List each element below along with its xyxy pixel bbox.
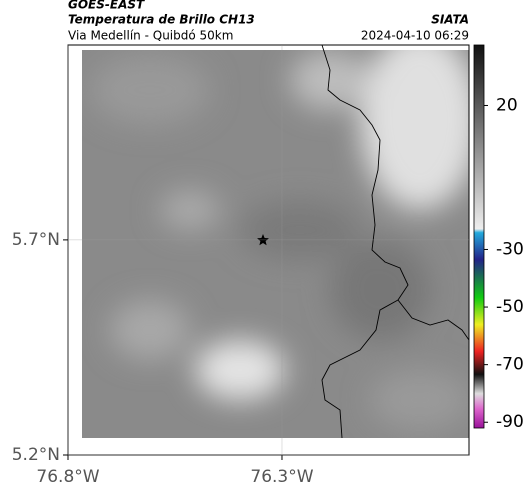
x-tick-label: 76.8°W	[36, 467, 99, 487]
route: Via Medellín - Quibdó 50km	[68, 29, 233, 43]
y-tick-label: 5.2°N	[12, 445, 60, 465]
colorbar-tick-label: 20	[496, 95, 518, 115]
title: GOES-EAST	[68, 0, 145, 12]
subtitle: Temperatura de Brillo CH13	[68, 13, 255, 27]
source: SIATA	[431, 13, 469, 27]
colorbar	[473, 44, 485, 429]
colorbar-tick-label: -50	[496, 297, 524, 317]
colorbar-tick-label: -70	[496, 355, 524, 375]
colorbar-tick-label: -90	[496, 412, 524, 432]
y-tick-label: 5.7°N	[12, 230, 60, 250]
timestamp: 2024-04-10 06:29	[361, 29, 469, 43]
borders	[321, 44, 470, 439]
x-tick-label: 76.3°W	[250, 467, 313, 487]
satellite-image	[82, 50, 469, 438]
colorbar-tick-label: -30	[496, 239, 524, 259]
